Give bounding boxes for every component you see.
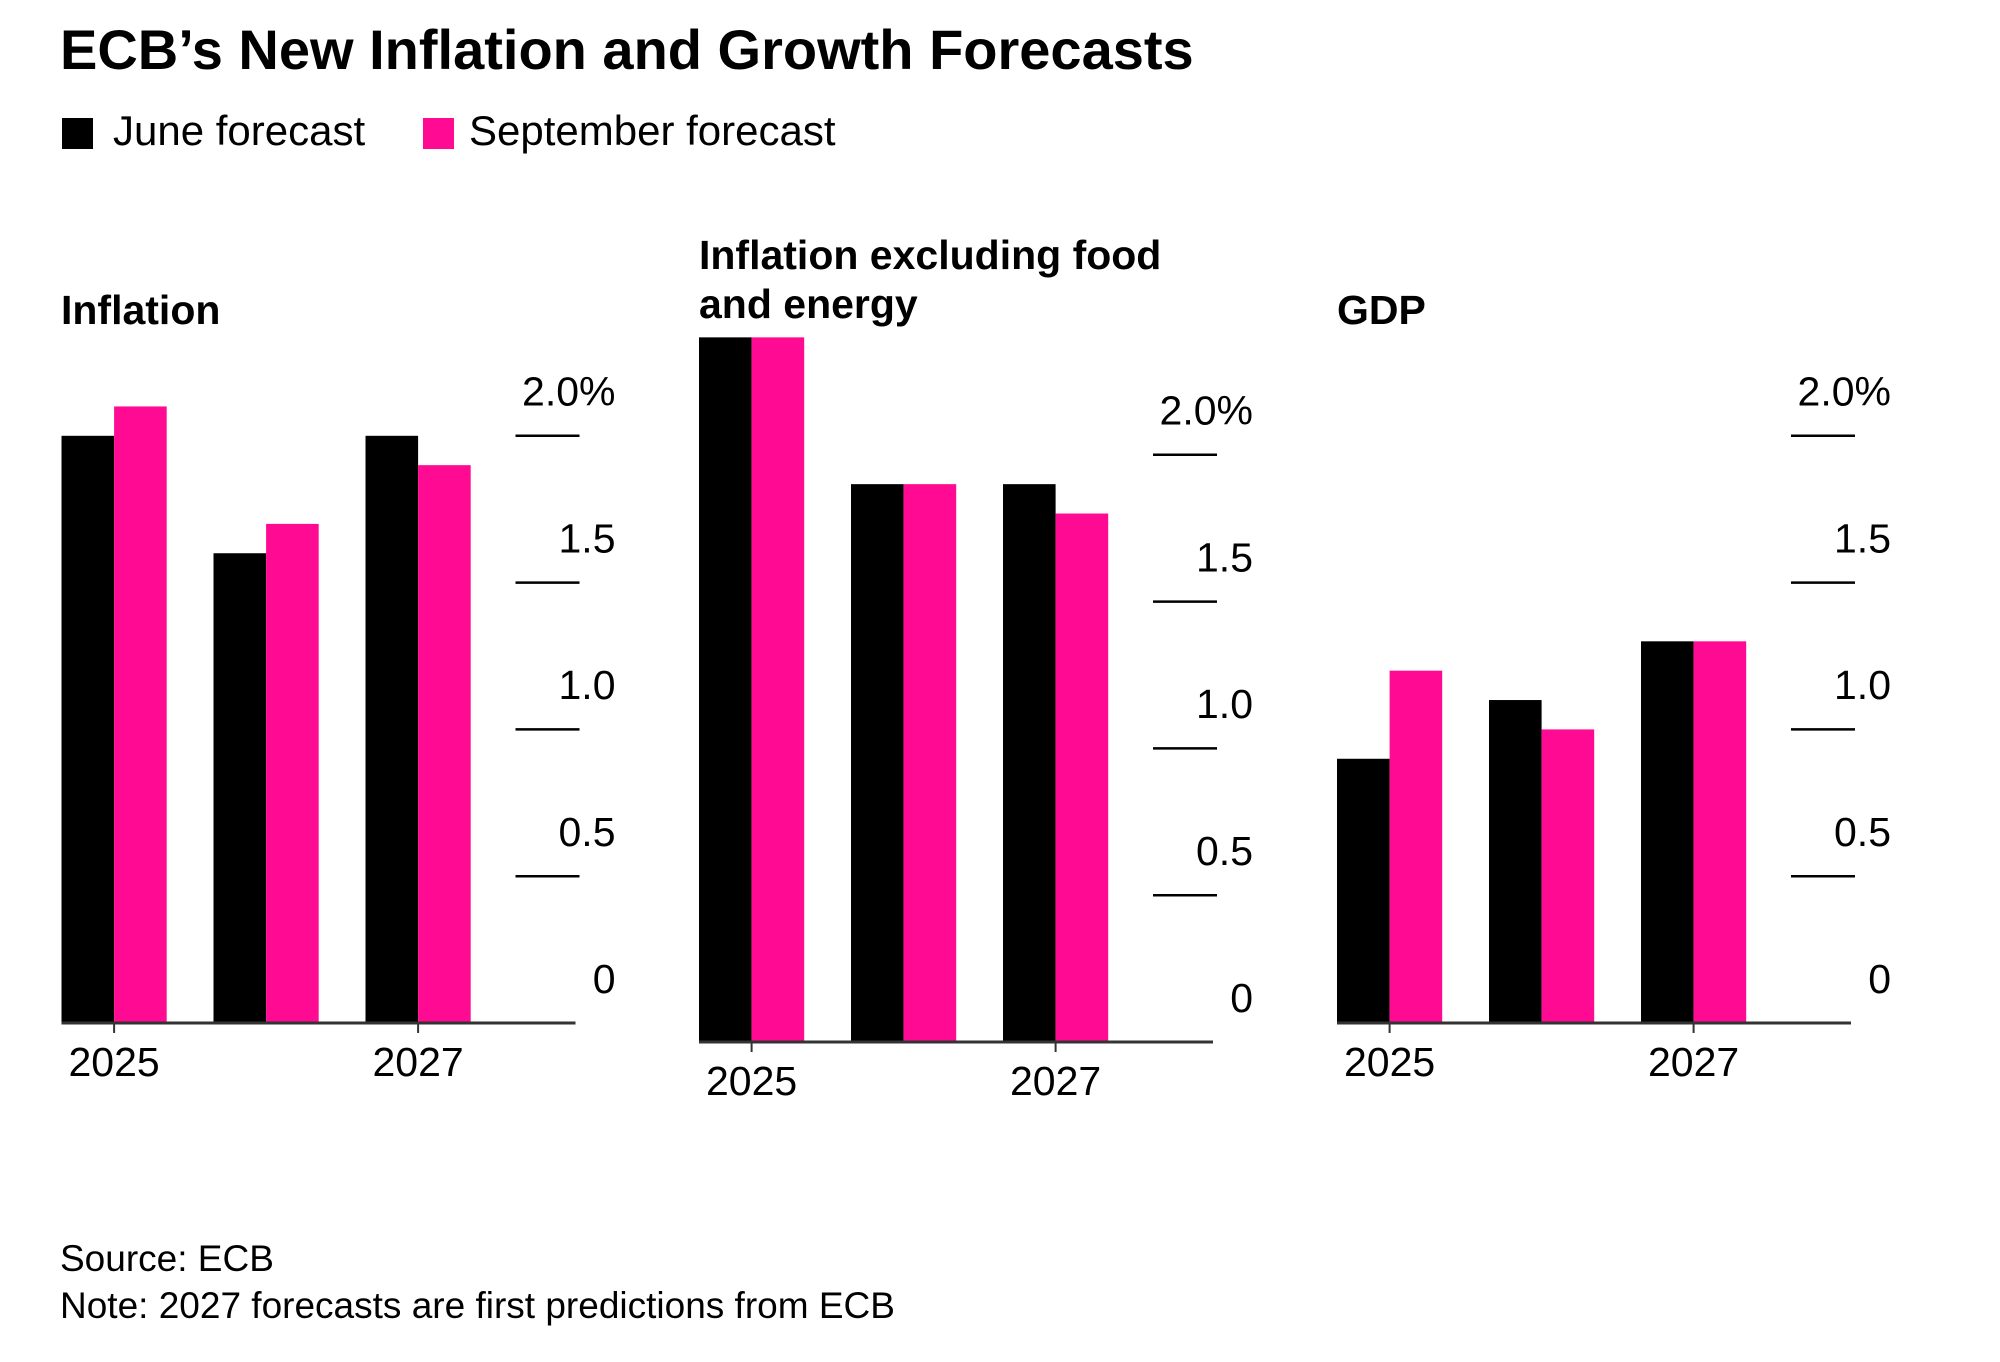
bar [903,484,957,1042]
bar [213,553,267,1023]
y-tick-label: 0 [1230,975,1253,1021]
panel-title: GDP [1337,287,1426,333]
y-tick-label: 1.0 [1196,681,1253,727]
legend-label: June forecast [113,107,365,154]
bar [1055,513,1109,1042]
bar [751,337,805,1042]
panel-title: Inflation [61,287,221,333]
bar [1337,758,1390,1023]
legend-label: September forecast [469,107,836,154]
bar [418,465,471,1023]
note: Note: 2027 forecasts are first predictio… [60,1285,895,1326]
y-tick-label: 0.5 [1196,828,1253,874]
bar [699,337,752,1042]
legend-swatch [62,118,93,149]
y-tick-label: 0.5 [559,809,616,855]
y-tick-label: 0.5 [1834,809,1891,855]
y-tick-label: 1.5 [559,515,616,561]
panel-title: Inflation excluding food and energy [699,232,1162,327]
bar [1003,484,1056,1042]
bar [1541,729,1595,1023]
y-tick-label: 1.5 [1196,534,1253,580]
bar [1489,700,1542,1023]
x-tick-label: 2027 [372,1039,463,1085]
y-tick-label: 0 [1868,956,1891,1002]
bar [114,406,167,1023]
x-tick-label: 2027 [1010,1058,1101,1104]
y-tick-label: 1.0 [1834,662,1891,708]
bar [61,435,115,1023]
x-tick-label: 2025 [706,1058,797,1104]
bar [851,484,904,1042]
x-tick-label: 2025 [68,1039,159,1085]
y-tick-label: 2.0% [1798,369,1891,415]
x-tick-label: 2027 [1648,1039,1739,1085]
bar [365,435,419,1023]
bar [266,523,319,1023]
legend-swatch [423,118,454,149]
main-title: ECB’s New Inflation and Growth Forecasts [60,18,1194,81]
y-tick-label: 1.0 [559,662,616,708]
y-tick-label: 2.0% [522,369,615,415]
y-tick-label: 2.0% [1160,388,1253,434]
y-tick-label: 0 [593,956,616,1002]
bar [1641,641,1694,1023]
y-tick-label: 1.5 [1834,515,1891,561]
source: Source: ECB [60,1238,274,1279]
bar [1693,641,1747,1023]
x-tick-label: 2025 [1344,1039,1435,1085]
bar [1389,670,1443,1023]
